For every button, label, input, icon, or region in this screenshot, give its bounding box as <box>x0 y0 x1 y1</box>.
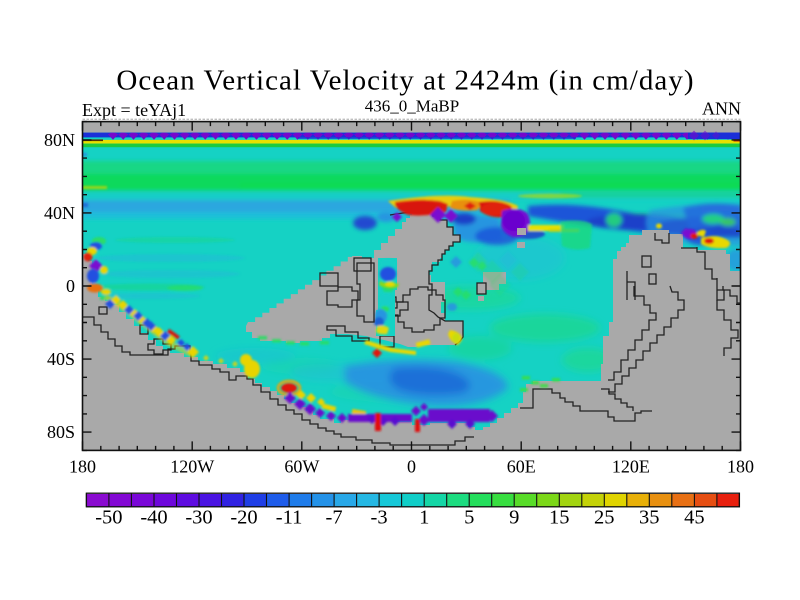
svg-text:25: 25 <box>594 507 615 529</box>
svg-text:-30: -30 <box>185 507 212 529</box>
svg-text:60W: 60W <box>284 457 319 477</box>
svg-text:436_0_MaBP: 436_0_MaBP <box>365 97 459 116</box>
svg-text:5: 5 <box>464 507 474 529</box>
svg-text:9: 9 <box>509 507 519 529</box>
svg-text:0: 0 <box>407 457 416 477</box>
svg-text:-11: -11 <box>276 507 303 529</box>
svg-text:40S: 40S <box>47 349 75 369</box>
svg-text:180: 180 <box>727 457 754 477</box>
svg-text:-20: -20 <box>230 507 257 529</box>
svg-text:80N: 80N <box>44 130 75 150</box>
svg-text:15: 15 <box>549 507 570 529</box>
svg-text:180: 180 <box>69 457 96 477</box>
svg-text:ANN: ANN <box>702 99 741 119</box>
svg-text:-50: -50 <box>95 507 122 529</box>
svg-text:Expt = teYAj1: Expt = teYAj1 <box>82 100 186 120</box>
svg-text:60E: 60E <box>507 457 536 477</box>
svg-text:35: 35 <box>639 507 660 529</box>
svg-text:45: 45 <box>684 507 705 529</box>
svg-text:-7: -7 <box>326 507 343 529</box>
svg-text:80S: 80S <box>47 422 75 442</box>
svg-text:120W: 120W <box>170 457 214 477</box>
svg-text:-3: -3 <box>371 507 388 529</box>
svg-text:-40: -40 <box>140 507 167 529</box>
svg-text:120E: 120E <box>612 457 650 477</box>
svg-text:40N: 40N <box>44 203 75 223</box>
svg-text:Ocean Vertical Velocity at 242: Ocean Vertical Velocity at 2424m (in cm/… <box>116 65 694 97</box>
svg-text:0: 0 <box>66 276 75 296</box>
svg-text:1: 1 <box>419 507 429 529</box>
